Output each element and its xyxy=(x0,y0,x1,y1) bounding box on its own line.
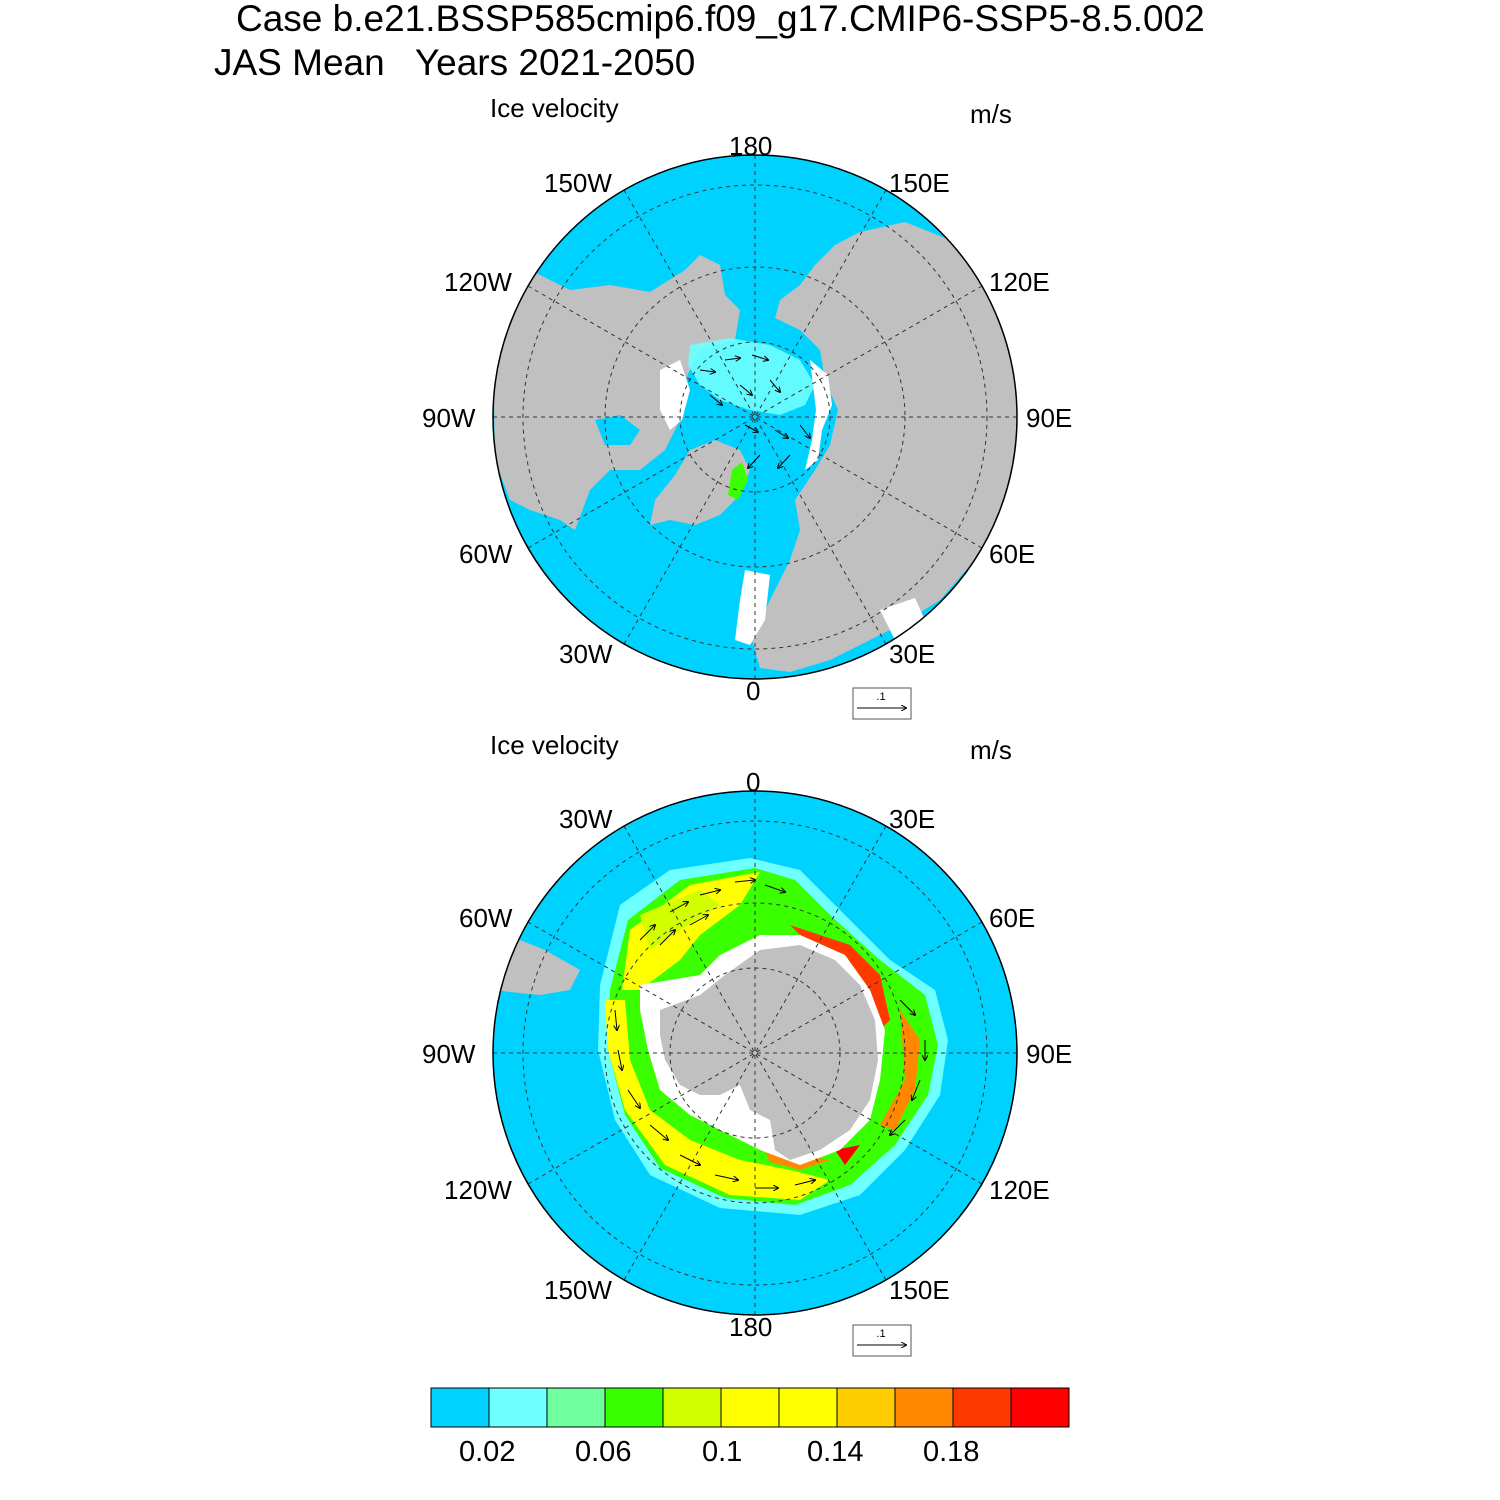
colorbar-label: 0.14 xyxy=(807,1436,864,1468)
colorbar-swatch xyxy=(720,1387,780,1428)
south-variable-title: Ice velocity xyxy=(490,730,619,760)
south-lon-label: 180 xyxy=(729,1312,773,1342)
colorbar-swatch xyxy=(546,1387,606,1428)
north-vector-field xyxy=(699,354,810,468)
south-lon-label: 30E xyxy=(889,804,936,834)
colorbar-swatch xyxy=(430,1387,490,1428)
north-ice-pack xyxy=(688,338,815,415)
north-lon-label: 120W xyxy=(444,267,512,297)
north-lon-label: 90W xyxy=(422,403,476,433)
colorbar-swatch xyxy=(662,1387,722,1428)
north-lon-label: 150E xyxy=(889,168,950,198)
south-ref-label: .1 xyxy=(876,1328,885,1340)
north-lon-label: 120E xyxy=(989,267,1050,297)
colorbar-label: 0.06 xyxy=(575,1436,632,1468)
main-title-line1: Case b.e21.BSSP585cmip6.f09_g17.CMIP6-SS… xyxy=(236,0,1205,39)
colorbar-label: 0.02 xyxy=(459,1436,516,1468)
north-lon-label: 0 xyxy=(746,676,761,706)
south-lon-label: 120E xyxy=(989,1175,1050,1205)
colorbar-swatch xyxy=(952,1387,1012,1428)
colorbar-swatch xyxy=(604,1387,664,1428)
south-lon-label: 90E xyxy=(1026,1039,1073,1069)
north-units-label: m/s xyxy=(970,99,1012,129)
colorbar-label: 0.1 xyxy=(702,1436,743,1468)
south-lon-label: 90W xyxy=(422,1039,476,1069)
colorbar-swatch xyxy=(1010,1387,1070,1428)
south-lon-label: 0 xyxy=(746,767,761,797)
south-vector-field xyxy=(615,880,925,1188)
north-lon-label: 30W xyxy=(559,639,613,669)
south-lon-label: 30W xyxy=(559,804,613,834)
south-land-south-america xyxy=(495,940,580,995)
south-units-label: m/s xyxy=(970,735,1012,765)
south-polar-map xyxy=(492,790,1018,1316)
colorbar-swatch xyxy=(836,1387,896,1428)
north-lon-label: 60W xyxy=(459,539,513,569)
colorbar xyxy=(430,1387,1070,1428)
main-title-line2: JAS Mean Years 2021-2050 xyxy=(214,42,696,83)
colorbar-swatch xyxy=(894,1387,954,1428)
north-variable-title: Ice velocity xyxy=(490,93,619,123)
north-polar-map xyxy=(492,154,1018,680)
colorbar-swatch xyxy=(488,1387,548,1428)
south-ice-ring-yellow xyxy=(622,872,760,990)
north-lon-label: 150W xyxy=(544,168,612,198)
north-land-greenland xyxy=(650,440,750,525)
south-lon-label: 150E xyxy=(889,1275,950,1305)
north-land-eurasia xyxy=(752,222,1017,672)
north-lon-label: 60E xyxy=(989,539,1036,569)
north-lon-label: 30E xyxy=(889,639,936,669)
south-lon-label: 120W xyxy=(444,1175,512,1205)
colorbar-label: 0.18 xyxy=(923,1436,980,1468)
south-reference-vector: .1 xyxy=(852,1324,912,1357)
north-land-america xyxy=(494,255,740,530)
north-lon-label: 90E xyxy=(1026,403,1073,433)
north-ref-label: .1 xyxy=(876,691,885,703)
colorbar-swatch xyxy=(778,1387,838,1428)
south-lon-label: 60W xyxy=(459,903,513,933)
north-reference-vector: .1 xyxy=(852,687,912,720)
south-lon-label: 60E xyxy=(989,903,1036,933)
south-lon-label: 150W xyxy=(544,1275,612,1305)
